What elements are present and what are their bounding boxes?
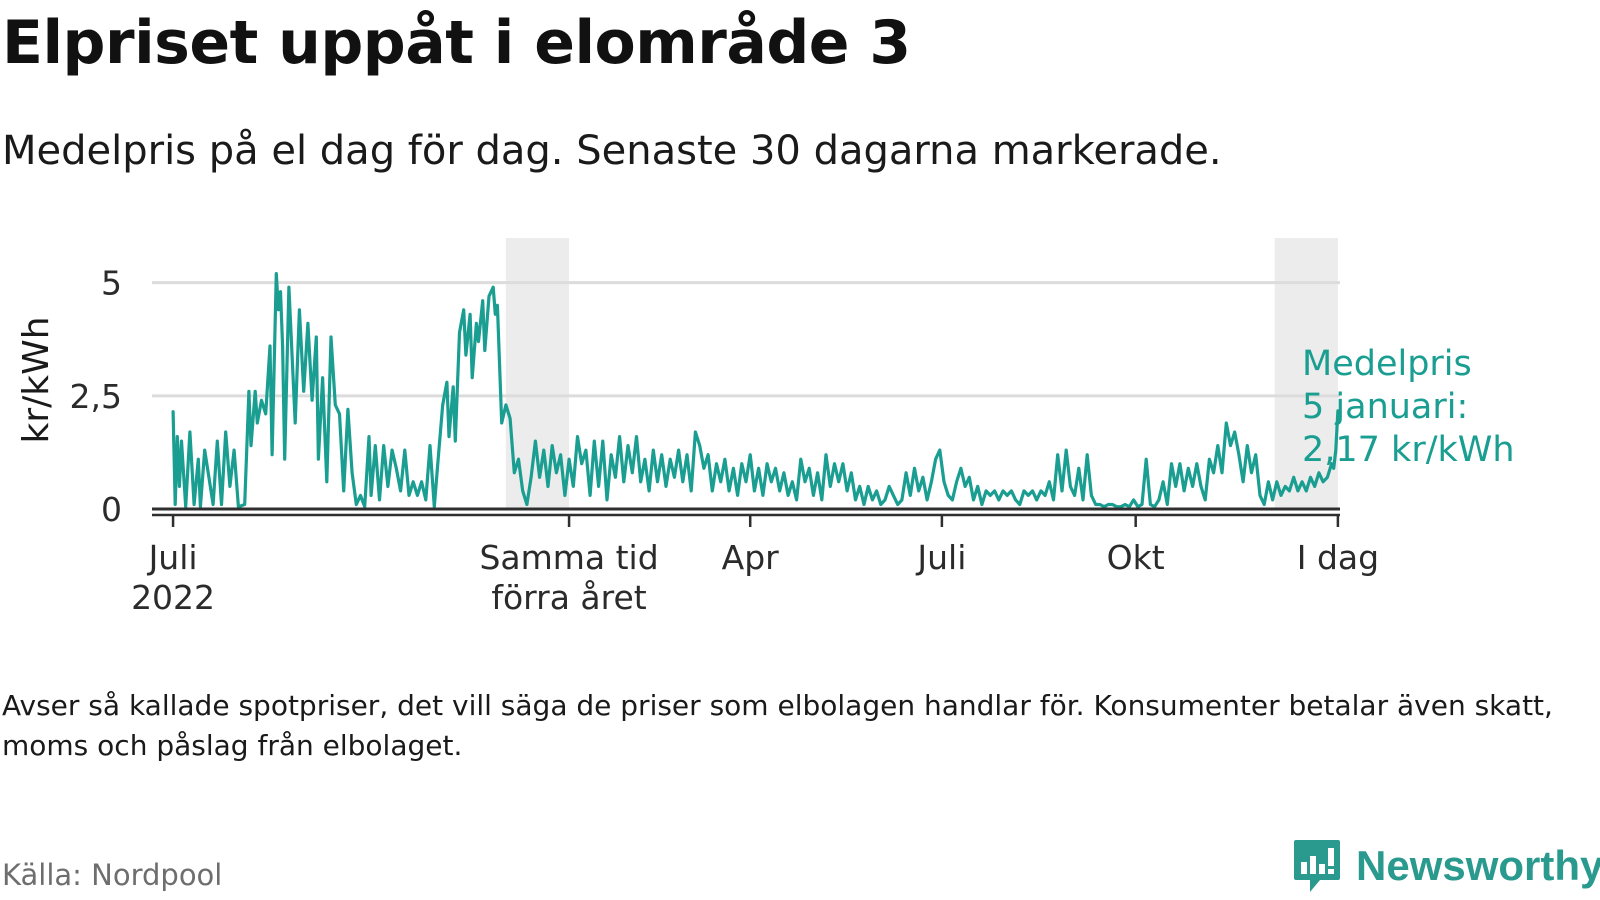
source-label: Källa: Nordpool [2, 858, 223, 892]
y-tick-label: 0 [101, 490, 122, 529]
bar-chart-speech-bubble-icon [1294, 840, 1340, 892]
x-tick-label: Juli 2022 [131, 538, 215, 617]
brand-name: Newsworthy [1356, 842, 1600, 889]
y-axis-label: kr/kWh [16, 316, 57, 443]
page-title: Elpriset uppåt i elområde 3 [2, 8, 911, 78]
price-line-chart: Juli 2022 Samma tid förra året Apr Juli Okt I d… [16, 238, 1515, 617]
y-tick-label: 5 [101, 264, 122, 303]
series-layer [171, 272, 1340, 509]
y-tick-label: 2,5 [70, 377, 122, 416]
x-tick-label: Okt [1107, 538, 1165, 577]
brand-logo: Newsworthy [1292, 838, 1600, 894]
x-tick-label: I dag [1297, 538, 1379, 577]
y-axis: 02,55 [70, 264, 122, 529]
x-tick-label: Apr [722, 538, 780, 577]
x-tick-label: Juli [915, 538, 966, 577]
gridlines [152, 281, 1340, 398]
footnote: Avser så kallade spotpriser, det vill sä… [2, 689, 1553, 762]
page-subtitle: Medelpris på el dag för dag. Senaste 30 … [2, 128, 1222, 174]
x-axis: Juli 2022 Samma tid förra året Apr Juli Okt I d… [131, 507, 1379, 617]
latest-value-annotation: Medelpris 5 januari: 2,17 kr/kWh [1302, 344, 1515, 470]
price-series-line [171, 272, 1340, 509]
annotation: Medelpris 5 januari: 2,17 kr/kWh [1302, 344, 1515, 470]
x-tick-label: Samma tid förra året [479, 538, 658, 617]
